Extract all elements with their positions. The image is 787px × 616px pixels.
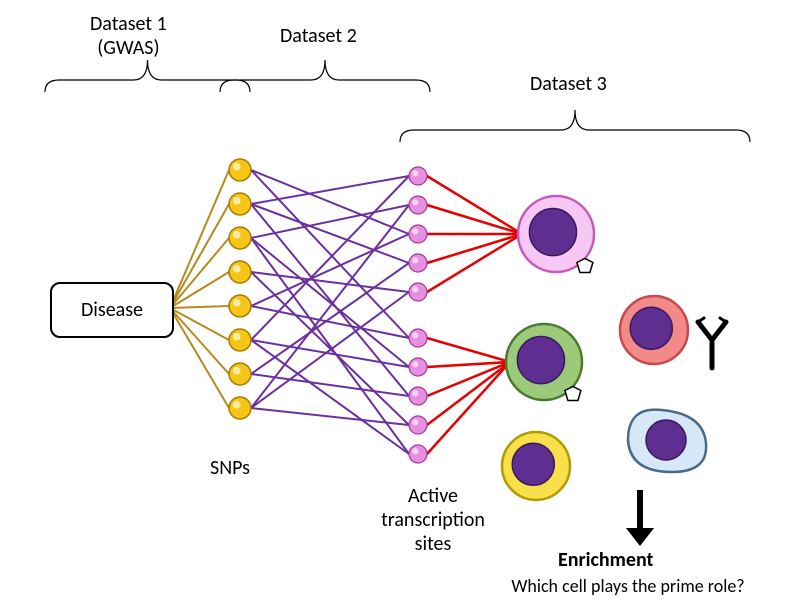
disease-box: Disease — [50, 282, 174, 338]
active-sites-label: Active transcription sites — [368, 484, 498, 556]
dataset2-label: Dataset 2 — [280, 24, 357, 48]
question-label: Which cell plays the prime role? — [498, 576, 758, 598]
dataset1-label: Dataset 1 (GWAS) — [90, 12, 167, 60]
dataset3-label: Dataset 3 — [530, 72, 607, 96]
disease-label: Disease — [81, 298, 143, 322]
enrichment-label: Enrichment — [558, 548, 653, 572]
snps-label: SNPs — [210, 456, 250, 480]
